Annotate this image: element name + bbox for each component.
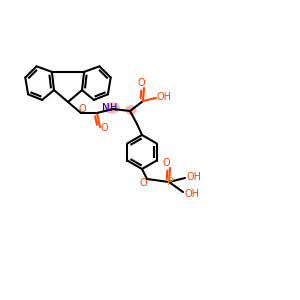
Text: H: H [110,103,118,113]
Text: N: N [102,103,110,113]
Text: O: O [162,158,170,168]
Text: P: P [167,177,173,187]
Text: O: O [78,104,86,114]
Text: O: O [100,123,108,133]
Text: OH: OH [184,189,200,199]
Ellipse shape [125,105,136,115]
Ellipse shape [104,103,120,113]
Text: OH: OH [187,172,202,182]
Text: O: O [137,78,145,88]
Text: OH: OH [157,92,172,102]
Text: O: O [139,178,147,188]
